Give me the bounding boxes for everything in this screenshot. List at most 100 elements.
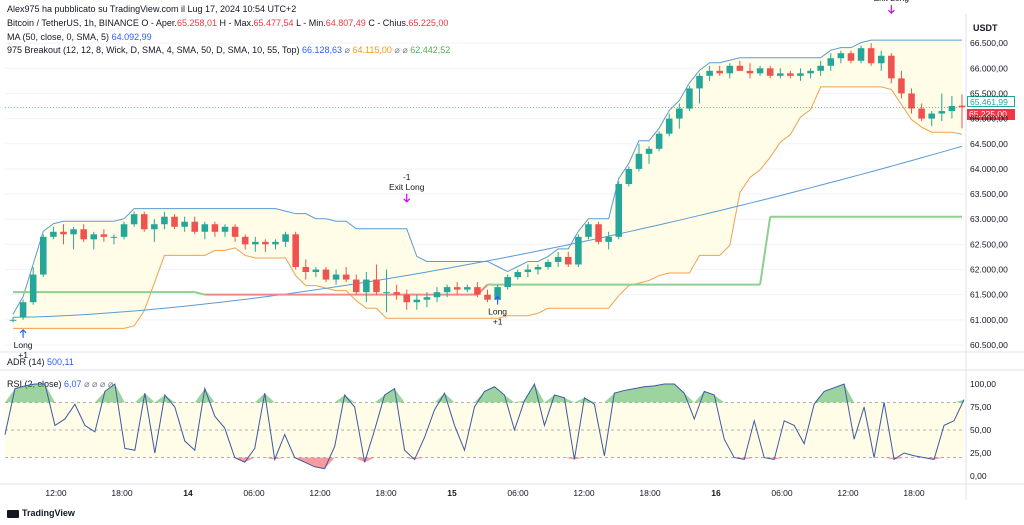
rsi-tick-label: 0,00 [970,471,987,481]
price-badge-upper: 65.461,99 [967,96,1015,107]
adr-value: 500,11 [47,357,74,367]
candle-body [807,70,814,74]
adr-row[interactable]: ADR (14) 500,11 [7,357,74,367]
candle-body [736,65,744,71]
x-tick-label: 18:00 [639,488,661,498]
breakout-label: 975 Breakout (12, 12, 8, Wick, D, SMA, 4… [7,45,300,55]
close-value: 65.225,00 [408,18,449,28]
candle-body [9,319,17,321]
candle-body [332,274,340,280]
candle-body [322,269,330,280]
candle-body [393,292,400,295]
candle-body [231,226,239,237]
ma-line [12,145,963,318]
candle-body [766,68,774,76]
y-tick-label: 61.000,00 [970,315,1008,325]
candle-body [726,65,734,74]
candle-body [120,224,128,237]
candle-body [453,287,461,290]
upper-channel-line [12,39,962,315]
y-tick-label: 64.500,00 [970,139,1008,149]
candle-body [29,274,37,303]
breakout-row[interactable]: 975 Breakout (12, 12, 8, Wick, D, SMA, 4… [7,45,450,56]
breakout-sym-2: ⌀ [394,45,400,55]
y-tick-label: 62.000,00 [970,265,1008,275]
candle-body [908,93,915,109]
candle-body [181,221,188,227]
rsi-symbols: ⌀ ⌀ ⌀ ⌀ [84,379,114,389]
breakout-level-line [759,216,772,285]
candle-body [706,70,713,76]
candle-body [342,274,350,280]
candle-body [827,58,835,66]
candle-body [19,302,27,318]
signal-label: Long [488,307,507,317]
ma-label: MA (50, close, 0, SMA, 5) [7,32,110,42]
candle-body [686,88,693,109]
breakout-sym-3: ⌀ [402,45,408,55]
candle-body [221,226,229,232]
lower-channel-line [13,86,963,329]
published-by: Alex975 ha pubblicato su TradingView.com… [7,4,297,14]
adr-label: ADR (14) [7,357,45,367]
currency-label[interactable]: USDT [973,23,998,33]
breakout-value-2: 64.115,00 [352,45,392,55]
long-arrow-icon [19,328,27,338]
x-tick-label: 18:00 [111,488,133,498]
candle-body [191,221,199,232]
breakout-value-3: 62.442,52 [410,45,451,55]
candle-body [373,279,380,293]
candle-body [787,73,794,76]
candle-body [161,216,168,225]
candle-body [797,73,804,76]
x-tick-label: 18:00 [903,488,925,498]
symbol-row: Bitcoin / TetherUS, 1h, BINANCE O - Aper… [7,18,448,28]
x-tick-label: 12:00 [573,488,595,498]
candle-body [665,118,673,134]
candle-body [696,75,703,89]
candle-body [70,229,77,235]
x-tick-label: 12:00 [45,488,67,498]
y-tick-label: 62.500,00 [970,239,1008,249]
y-tick-label: 65.000,00 [970,114,1008,124]
candle-body [645,148,653,154]
candle-body [615,184,623,237]
candle-body [130,214,138,225]
rsi-line [4,382,965,470]
candle-body [958,105,966,108]
candle-body [151,224,158,230]
candle-body [877,55,885,64]
tradingview-logo[interactable]: TradingView [7,508,75,518]
candle-body [201,224,209,232]
symbol-name[interactable]: Bitcoin / TetherUS, 1h, BINANCE [7,18,139,28]
candle-body [676,108,683,119]
candle-body [363,279,370,293]
candle-body [655,133,663,149]
candle-body [80,229,87,240]
high-label: H - Max. [219,18,254,28]
candle-body [272,241,279,245]
exit-arrow-icon [887,5,895,15]
x-tick-label: 12:00 [309,488,331,498]
candle-body [352,279,360,293]
candle-body [625,168,633,184]
candle-body [898,78,905,94]
candle-body [585,224,592,237]
signal-count: +1 [18,350,28,360]
candle-body [252,241,259,245]
candle-body [241,236,249,245]
rsi-overbought-fill [5,384,964,403]
ma-row[interactable]: MA (50, close, 0, SMA, 5) 64.092,99 [7,32,152,42]
candle-body [90,234,98,240]
candle-body [383,292,390,294]
y-tick-label: 63.500,00 [970,189,1008,199]
ma-value: 64.092,99 [111,32,152,42]
high-value: 65.477,54 [253,18,294,28]
signal-label: Exit Long [874,0,910,3]
candle-body [403,294,411,303]
price-badge-lower: 65.225,00 [967,109,1015,120]
candle-body [564,256,572,265]
candle-body [413,299,421,303]
candle-body [292,234,299,267]
